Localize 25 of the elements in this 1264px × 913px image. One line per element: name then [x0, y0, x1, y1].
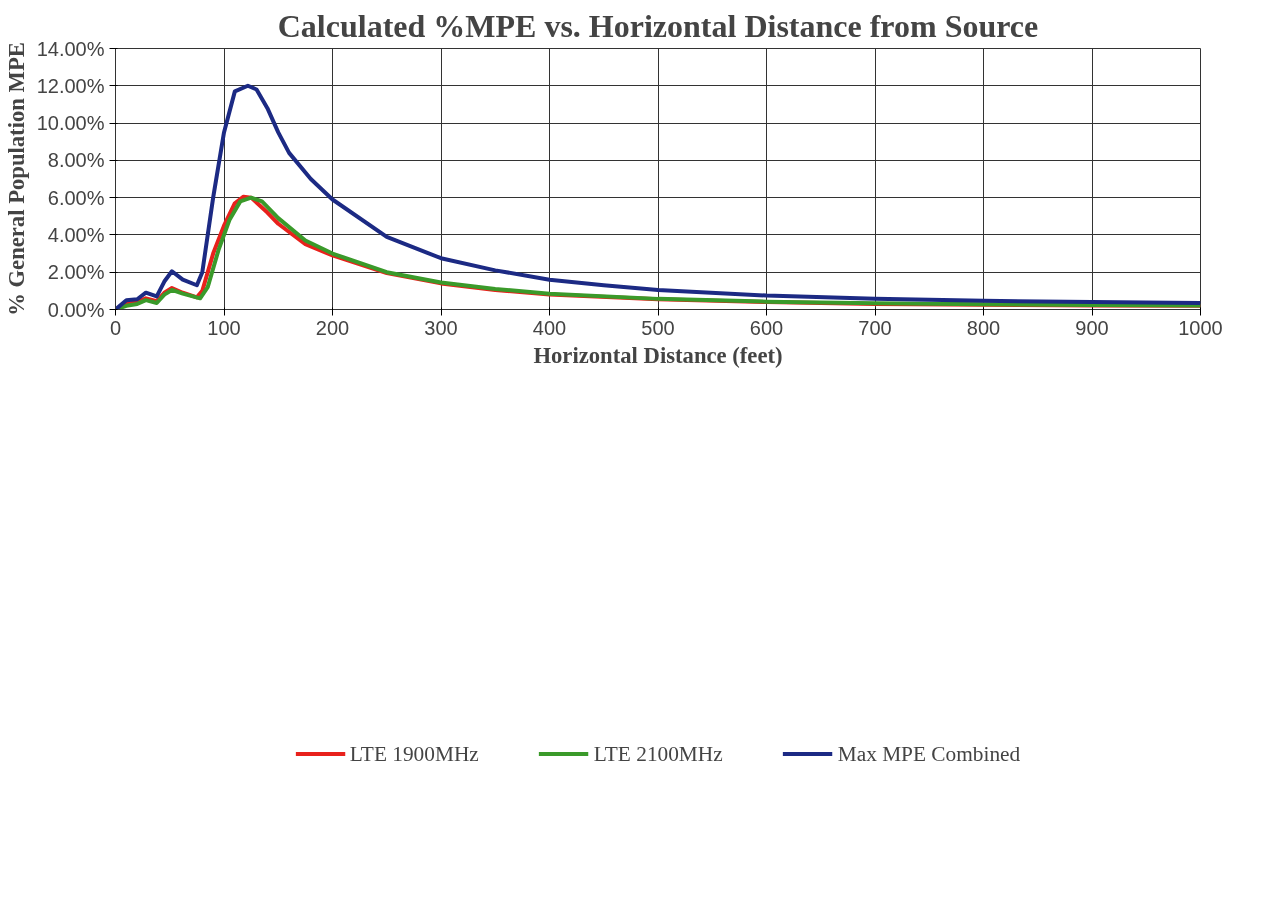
x-tick-label: 500	[641, 316, 675, 339]
x-tick-label: 300	[424, 316, 458, 339]
x-axis-title: Horizontal Distance (feet)	[533, 342, 783, 368]
x-tick-label: 600	[749, 316, 784, 339]
legend-label: Max MPE Combined	[837, 741, 1021, 767]
y-tick-label: 8.00%	[47, 149, 105, 172]
y-tick-label: 4.00%	[47, 223, 105, 246]
x-tick-label: 700	[858, 316, 892, 339]
y-tick-label: 0.00%	[47, 298, 105, 321]
legend-label: LTE 2100MHz	[593, 741, 723, 767]
y-tick-label: 12.00%	[36, 74, 105, 97]
y-axis-title: % General Population MPE	[3, 42, 29, 316]
y-tick-label: 14.00%	[36, 37, 105, 60]
x-tick-label: 400	[532, 316, 567, 339]
legend-label: LTE 1900MHz	[349, 741, 479, 767]
x-tick-label: 200	[315, 316, 350, 339]
y-tick-label: 10.00%	[36, 112, 105, 135]
x-tick-label: 800	[966, 316, 1001, 339]
y-tick-label: 2.00%	[47, 261, 105, 284]
y-tick-label: 6.00%	[47, 186, 105, 209]
x-tick-label: 1000	[1178, 316, 1223, 339]
x-tick-label: 100	[207, 316, 241, 339]
chart-title: Calculated %MPE vs. Horizontal Distance from Source	[277, 7, 1039, 44]
x-tick-label: 0	[109, 316, 122, 339]
x-tick-label: 900	[1075, 316, 1109, 339]
